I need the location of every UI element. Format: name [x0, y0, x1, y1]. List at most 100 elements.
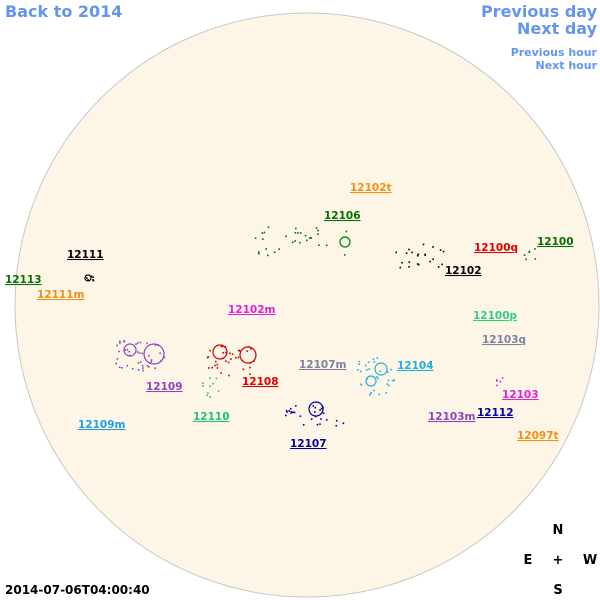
spot-dot	[523, 254, 526, 256]
previous-day-link[interactable]: Previous day	[481, 2, 598, 21]
spot-dot	[137, 369, 140, 371]
spot-dot	[86, 277, 88, 279]
spot-dot	[247, 345, 250, 348]
spot-dot	[285, 414, 287, 417]
spot-dot	[216, 363, 219, 366]
spot-dot	[92, 279, 94, 281]
spot-dot	[288, 410, 290, 412]
spot-dot	[302, 424, 305, 426]
spot-dot	[150, 359, 153, 361]
spot-dot	[370, 392, 372, 395]
spot-dot	[496, 384, 498, 387]
spot-dot	[368, 394, 371, 396]
region-label: 12109m	[78, 419, 126, 431]
spot-dot	[231, 353, 234, 355]
spot-dot	[315, 227, 318, 229]
spot-dot	[391, 379, 394, 382]
spot-dot	[214, 364, 216, 367]
solar-disk	[14, 12, 600, 598]
spot-dot	[319, 423, 321, 425]
spot-dot	[320, 407, 323, 410]
spot-dot	[408, 248, 410, 251]
spot-dot	[135, 343, 137, 345]
spot-dot	[206, 356, 209, 359]
spot-dot	[211, 366, 213, 369]
spot-dot	[317, 233, 319, 235]
region-label: 12103q	[482, 334, 526, 346]
spot-dot	[417, 253, 420, 256]
spot-dot	[267, 226, 270, 229]
spot-dot	[220, 372, 222, 374]
spot-dot	[290, 411, 292, 413]
spot-dot	[119, 342, 121, 344]
compass-center: +	[553, 553, 564, 568]
spot-dot	[319, 409, 321, 411]
spot-dot	[228, 374, 230, 377]
region-label: 12107	[290, 438, 327, 450]
spot	[84, 274, 92, 282]
spot-dot	[316, 423, 319, 426]
spot-dot	[367, 361, 370, 363]
spot-dot	[358, 360, 361, 363]
spot-dot	[286, 411, 288, 413]
spot-dot	[258, 252, 260, 255]
spot-dot	[432, 246, 434, 248]
region-labels: 12102t 12106 12111 12100q 12100 12113 12102 121…	[5, 182, 574, 450]
spot-dot	[528, 251, 530, 254]
spot-dot	[335, 424, 338, 427]
spot-dot	[405, 252, 408, 254]
next-day-link[interactable]: Next day	[517, 19, 598, 38]
spot-dot	[123, 341, 125, 343]
spot-dot	[335, 420, 338, 422]
spot-dot	[399, 266, 402, 269]
spot-dot	[148, 355, 150, 357]
spot-dot	[92, 276, 94, 278]
spot-dot	[206, 394, 208, 397]
spot-dot	[387, 371, 389, 374]
region-label: 12111	[67, 249, 104, 261]
spot-dot	[370, 391, 372, 394]
spot-dot	[202, 382, 204, 384]
spot-dot	[116, 344, 118, 347]
spot-dot	[224, 346, 227, 348]
spot-dot	[160, 360, 162, 362]
spot-dot	[501, 377, 504, 379]
spot-dot	[496, 380, 498, 382]
spot-dot	[209, 396, 211, 398]
spot	[143, 343, 165, 365]
spot-dot	[291, 411, 294, 414]
spot-dot	[534, 248, 536, 250]
spot-dot	[139, 341, 142, 344]
spot-dot	[141, 364, 144, 367]
spot-dot	[321, 406, 324, 408]
previous-hour-link[interactable]: Previous hour	[511, 46, 598, 59]
spot-dot	[257, 251, 260, 253]
spot-dot	[119, 340, 121, 343]
spot-dot	[116, 358, 119, 360]
spot-dot	[343, 254, 346, 256]
spot-dot	[299, 415, 302, 417]
spot-dot	[157, 344, 159, 346]
spot-dot	[411, 251, 413, 254]
spot-dot	[131, 367, 134, 370]
region-label: 12102t	[350, 182, 392, 194]
next-hour-link[interactable]: Next hour	[536, 59, 598, 72]
spot-dot	[212, 382, 214, 385]
spot-dot	[254, 237, 257, 239]
spot-dot	[401, 262, 403, 264]
spot-dot	[126, 364, 129, 367]
spot-dot	[416, 254, 419, 257]
region-label: 12103	[502, 389, 539, 401]
spot-dot	[294, 240, 296, 242]
spot-dot	[215, 377, 218, 380]
spot-dot	[306, 239, 308, 242]
region-label: 12100q	[474, 242, 518, 254]
spot-dot	[137, 362, 140, 364]
spot-dot	[230, 358, 232, 360]
spot-dot	[215, 360, 217, 363]
region-label: 12102m	[228, 304, 276, 316]
spot-dot	[118, 350, 120, 353]
back-link[interactable]: Back to 2014	[5, 2, 122, 21]
spot-dot	[325, 244, 328, 247]
